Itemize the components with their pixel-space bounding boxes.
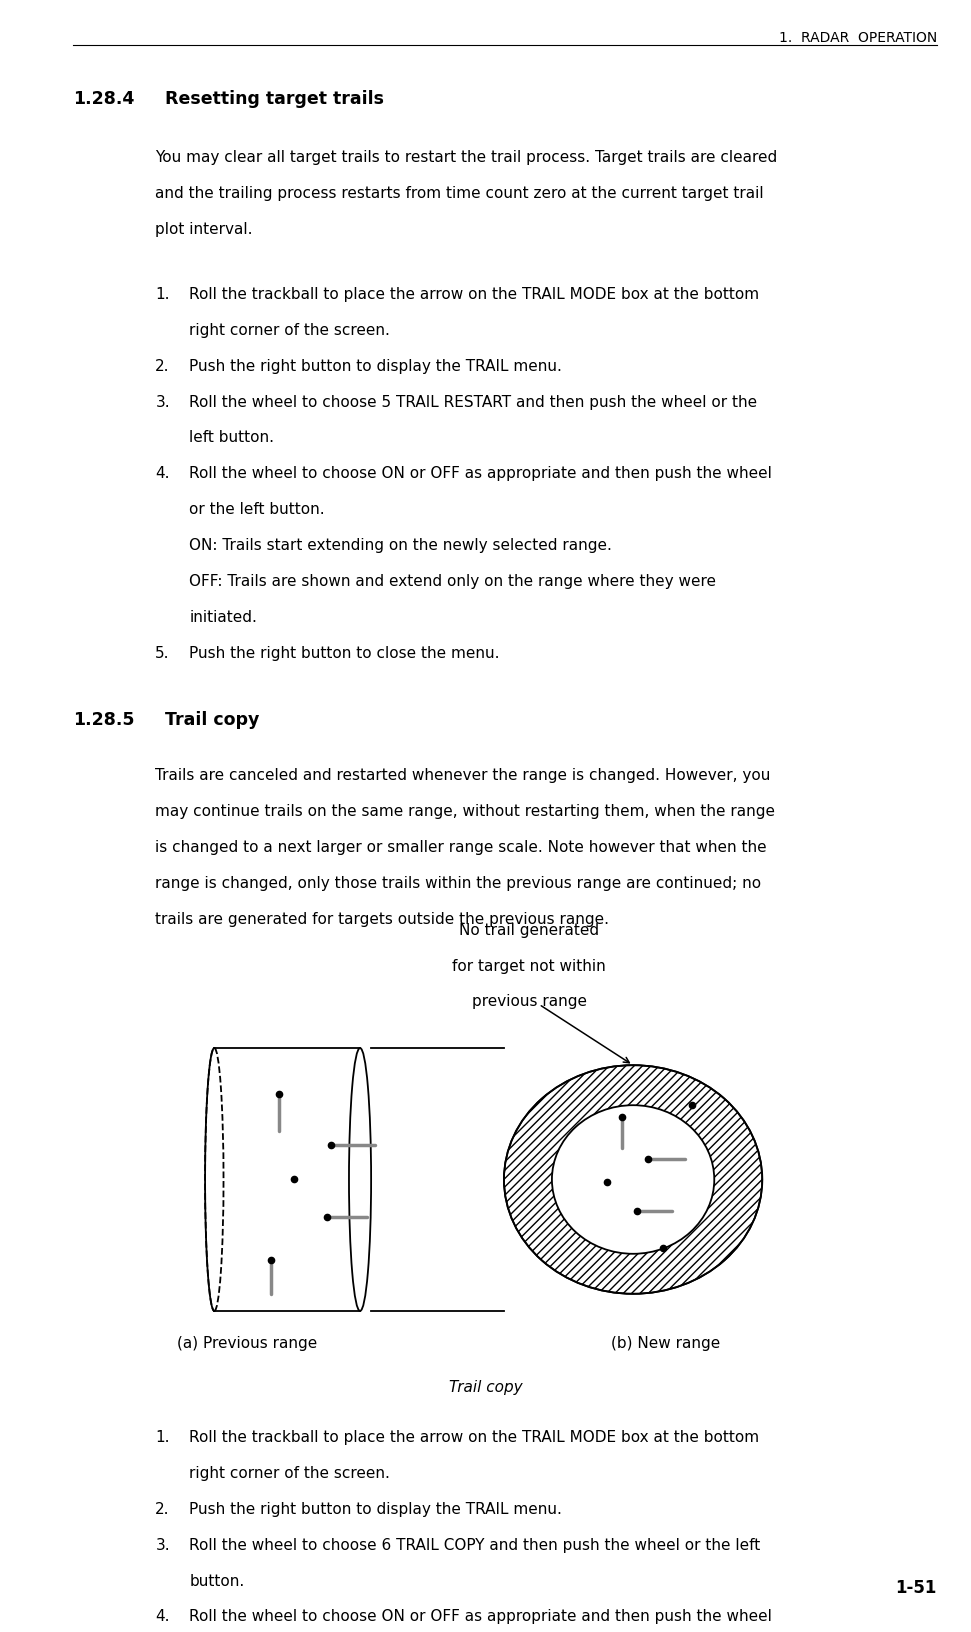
Text: may continue trails on the same range, without restarting them, when the range: may continue trails on the same range, w… [155, 803, 776, 819]
Text: Trail copy: Trail copy [449, 1379, 522, 1394]
Text: Resetting target trails: Resetting target trails [165, 90, 385, 108]
Text: 1.28.4: 1.28.4 [73, 90, 134, 108]
Text: 3.: 3. [155, 395, 170, 410]
Text: Roll the wheel to choose 5 TRAIL RESTART and then push the wheel or the: Roll the wheel to choose 5 TRAIL RESTART… [189, 395, 757, 410]
Text: 1.: 1. [155, 287, 170, 302]
Text: plot interval.: plot interval. [155, 222, 252, 237]
Text: right corner of the screen.: right corner of the screen. [189, 323, 390, 338]
Text: 1.28.5: 1.28.5 [73, 710, 134, 728]
Text: or the left button.: or the left button. [189, 503, 325, 517]
Text: Roll the trackball to place the arrow on the TRAIL MODE box at the bottom: Roll the trackball to place the arrow on… [189, 1430, 759, 1444]
Text: 1.  RADAR  OPERATION: 1. RADAR OPERATION [779, 31, 937, 46]
Text: 4.: 4. [155, 467, 170, 481]
Text: OFF: Trails are shown and extend only on the range where they were: OFF: Trails are shown and extend only on… [189, 574, 717, 589]
Text: No trail generated: No trail generated [459, 922, 599, 937]
Text: Trails are canceled and restarted whenever the range is changed. However, you: Trails are canceled and restarted whenev… [155, 767, 771, 783]
Text: 1-51: 1-51 [895, 1578, 937, 1596]
Text: Trail copy: Trail copy [165, 710, 259, 728]
Text: Push the right button to display the TRAIL menu.: Push the right button to display the TRA… [189, 359, 562, 374]
Text: button.: button. [189, 1573, 245, 1588]
Text: (b) New range: (b) New range [611, 1335, 720, 1351]
Text: Push the right button to close the menu.: Push the right button to close the menu. [189, 646, 500, 661]
Text: You may clear all target trails to restart the trail process. Target trails are : You may clear all target trails to resta… [155, 150, 778, 165]
Text: left button.: left button. [189, 431, 275, 446]
Text: right corner of the screen.: right corner of the screen. [189, 1466, 390, 1480]
Text: 1.: 1. [155, 1430, 170, 1444]
Text: trails are generated for targets outside the previous range.: trails are generated for targets outside… [155, 911, 610, 927]
Text: and the trailing process restarts from time count zero at the current target tra: and the trailing process restarts from t… [155, 186, 764, 201]
Text: Roll the trackball to place the arrow on the TRAIL MODE box at the bottom: Roll the trackball to place the arrow on… [189, 287, 759, 302]
Text: 2.: 2. [155, 1501, 170, 1516]
Text: ON: Trails start extending on the newly selected range.: ON: Trails start extending on the newly … [189, 539, 613, 553]
Text: 4.: 4. [155, 1609, 170, 1624]
Text: previous range: previous range [472, 994, 586, 1009]
Text: Roll the wheel to choose ON or OFF as appropriate and then push the wheel: Roll the wheel to choose ON or OFF as ap… [189, 467, 772, 481]
Text: 2.: 2. [155, 359, 170, 374]
Text: range is changed, only those trails within the previous range are continued; no: range is changed, only those trails with… [155, 875, 761, 891]
Text: (a) Previous range: (a) Previous range [178, 1335, 318, 1351]
Text: for target not within: for target not within [452, 958, 606, 973]
Text: initiated.: initiated. [189, 610, 257, 625]
Text: 3.: 3. [155, 1537, 170, 1552]
Text: 5.: 5. [155, 646, 170, 661]
Text: Roll the wheel to choose ON or OFF as appropriate and then push the wheel: Roll the wheel to choose ON or OFF as ap… [189, 1609, 772, 1624]
Text: Roll the wheel to choose 6 TRAIL COPY and then push the wheel or the left: Roll the wheel to choose 6 TRAIL COPY an… [189, 1537, 760, 1552]
Text: Push the right button to display the TRAIL menu.: Push the right button to display the TRA… [189, 1501, 562, 1516]
Text: is changed to a next larger or smaller range scale. Note however that when the: is changed to a next larger or smaller r… [155, 839, 767, 855]
